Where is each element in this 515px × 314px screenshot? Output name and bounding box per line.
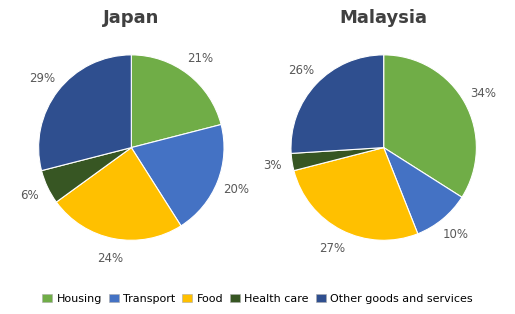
- Wedge shape: [39, 55, 131, 171]
- Title: Malaysia: Malaysia: [340, 9, 427, 27]
- Text: 34%: 34%: [470, 87, 496, 100]
- Wedge shape: [384, 55, 476, 197]
- Text: 21%: 21%: [187, 52, 214, 65]
- Wedge shape: [131, 55, 221, 148]
- Wedge shape: [291, 55, 384, 154]
- Title: Japan: Japan: [103, 9, 160, 27]
- Wedge shape: [56, 148, 181, 240]
- Text: 20%: 20%: [224, 183, 249, 196]
- Wedge shape: [294, 148, 418, 240]
- Text: 10%: 10%: [443, 228, 469, 241]
- Wedge shape: [384, 148, 462, 234]
- Text: 3%: 3%: [263, 159, 281, 172]
- Text: 24%: 24%: [97, 252, 123, 265]
- Text: 29%: 29%: [29, 72, 55, 85]
- Wedge shape: [42, 148, 131, 202]
- Text: 27%: 27%: [319, 242, 346, 255]
- Text: 6%: 6%: [20, 189, 38, 202]
- Wedge shape: [131, 125, 224, 226]
- Legend: Housing, Transport, Food, Health care, Other goods and services: Housing, Transport, Food, Health care, O…: [38, 290, 477, 308]
- Text: 26%: 26%: [288, 64, 314, 77]
- Wedge shape: [291, 148, 384, 171]
